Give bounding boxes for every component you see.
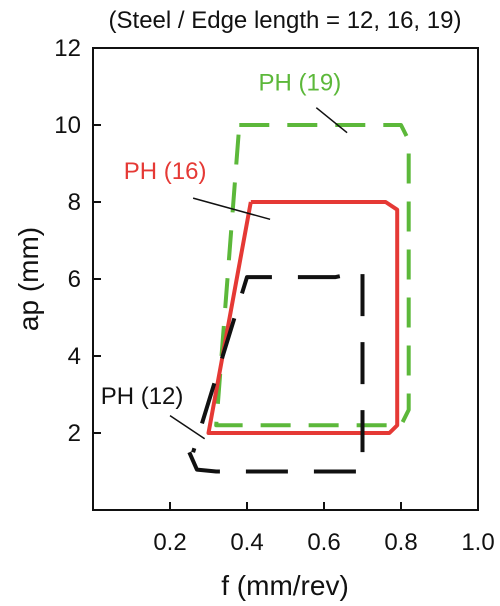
y-tick-label: 4 bbox=[68, 343, 81, 370]
y-tick-label: 6 bbox=[68, 266, 81, 293]
series-label: PH (16) bbox=[124, 158, 207, 185]
y-axis-label: ap (mm) bbox=[13, 227, 44, 331]
series-outline bbox=[206, 200, 400, 435]
x-axis-ticks: 0.2 0.4 0.6 0.8 1.0 bbox=[153, 502, 495, 556]
y-tick-label: 10 bbox=[54, 112, 81, 139]
series-outline bbox=[214, 123, 411, 428]
y-tick-label: 2 bbox=[68, 420, 81, 447]
series-label: PH (12) bbox=[101, 383, 184, 410]
y-tick-label: 12 bbox=[54, 35, 81, 62]
series-outline bbox=[187, 269, 365, 474]
chart-title: (Steel / Edge length = 12, 16, 19) bbox=[109, 7, 462, 34]
x-tick-label: 1.0 bbox=[461, 529, 494, 556]
series-label: PH (19) bbox=[259, 69, 342, 96]
x-tick-label: 0.8 bbox=[384, 529, 417, 556]
x-tick-label: 0.2 bbox=[153, 529, 186, 556]
y-tick-label: 8 bbox=[68, 189, 81, 216]
x-tick-label: 0.6 bbox=[307, 529, 340, 556]
plot-frame bbox=[92, 47, 479, 511]
series-layer: PH (19) PH (16) PH (12) bbox=[101, 69, 411, 474]
series-leader-line bbox=[315, 107, 348, 134]
series-leader-line bbox=[169, 415, 206, 440]
x-axis-label: f (mm/rev) bbox=[221, 570, 349, 601]
x-tick-label: 0.4 bbox=[230, 529, 263, 556]
y-axis-ticks: 2 4 6 8 10 12 bbox=[54, 35, 101, 447]
series-leader-line bbox=[192, 197, 271, 221]
